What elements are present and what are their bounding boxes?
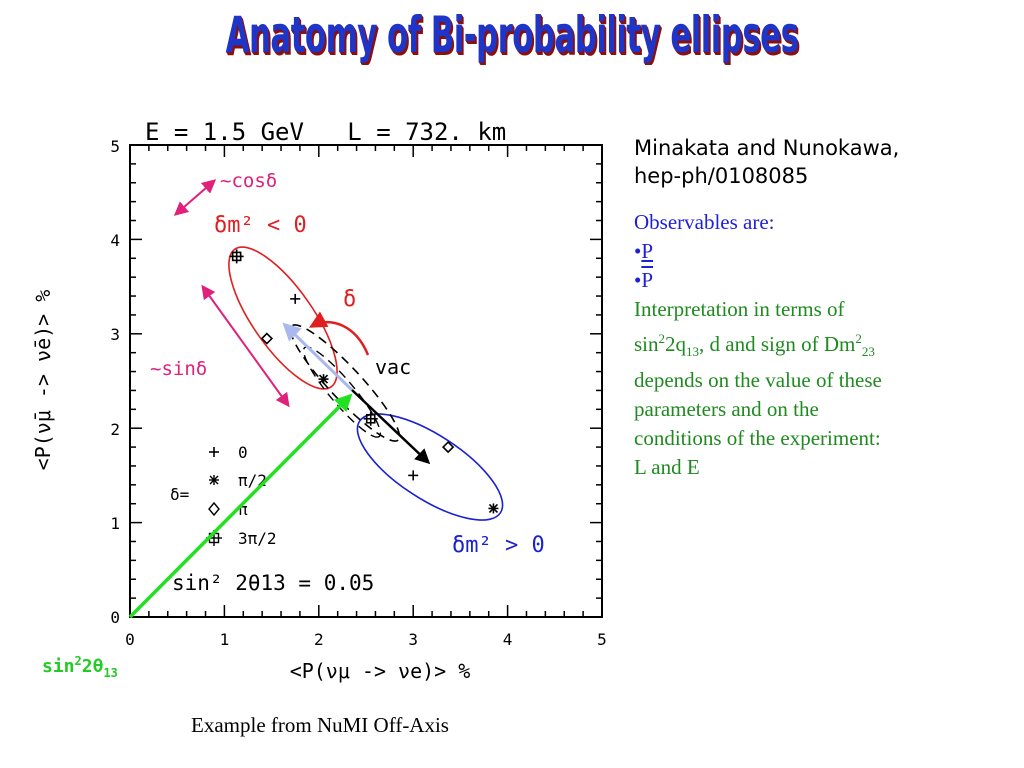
theta-label: sin22θ13	[42, 654, 118, 680]
legend-plus-icon	[209, 447, 219, 457]
bi-probability-plot: 0 1 2 3 4 5 0 1 2 3 4 5 E = 1.5 GeV L = …	[31, 118, 607, 683]
observables-heading: Observables are:	[634, 210, 775, 234]
observable-item: •P	[634, 268, 654, 292]
notes: Observables are: •P •P Interpretation in…	[634, 208, 1014, 482]
delta-curved-arrow	[308, 311, 370, 356]
pos-hierarchy-ellipse	[356, 413, 504, 521]
sin-delta-arrow	[201, 284, 290, 408]
cos-delta-label: ~cosδ	[220, 170, 277, 192]
legend: δ= 0 π/2 π 3π/2	[170, 443, 277, 548]
slide-title: Anatomy of Bi-probability ellipses	[225, 6, 799, 64]
data-point	[290, 293, 301, 304]
interpretation-line: sin22q13, d and sign of Dm223	[634, 331, 875, 360]
legend-entry: 3π/2	[238, 529, 277, 548]
y-axis-label: <P(ν̄μ -> ν̄e)> %	[31, 290, 55, 471]
mixing-label: sin² 2θ13 = 0.05	[172, 571, 374, 595]
citation: Minakata and Nunokawa, hep-ph/0108085	[634, 134, 1014, 190]
observable-item: •P	[634, 239, 654, 263]
data-point	[488, 503, 499, 514]
y-tick-label: 0	[110, 608, 120, 627]
legend-star-icon	[209, 475, 219, 485]
matter-shift-arrow-pos	[351, 389, 431, 465]
figure-caption: Example from NuMI Off-Axis	[191, 713, 449, 737]
interpretation-line: conditions of the experiment:	[634, 426, 881, 451]
citation-authors: Minakata and Nunokawa,	[634, 136, 900, 160]
x-tick-label: 1	[220, 630, 230, 649]
legend-prefix: δ=	[170, 485, 189, 504]
y-tick-label: 3	[110, 325, 120, 344]
data-point	[408, 470, 419, 481]
theta-arrow	[128, 393, 353, 619]
observable-p-bar: P	[641, 268, 654, 292]
legend-entry: 0	[238, 443, 248, 462]
observable-p: P	[641, 239, 654, 263]
interpretation-line: parameters and on the	[634, 397, 819, 422]
y-tick-label: 2	[110, 420, 120, 439]
neg-hierarchy-label: δm² < 0	[214, 213, 307, 238]
y-tick-label: 1	[110, 514, 120, 533]
plot-frame	[129, 144, 603, 618]
interpretation-line: L and E	[634, 455, 700, 480]
x-tick-label: 5	[597, 630, 607, 649]
plot-header: E = 1.5 GeV L = 732. km	[145, 118, 506, 146]
x-axis-label: <P(νμ -> νe)> %	[290, 659, 471, 683]
interpretation-line: Interpretation in terms of	[634, 297, 845, 321]
x-tick-label: 4	[503, 630, 513, 649]
sin-delta-label: ~sinδ	[150, 358, 207, 380]
citation-arxiv-id: hep-ph/0108085	[634, 164, 809, 188]
data-point	[441, 440, 455, 454]
legend-entry: π	[238, 500, 248, 519]
matter-shift-arrow-neg	[282, 322, 354, 392]
vacuum-label: vac	[375, 355, 411, 379]
y-tick-label: 4	[110, 231, 120, 250]
data-point	[363, 411, 378, 426]
x-tick-label: 0	[125, 630, 135, 649]
vacuum-ellipse	[289, 324, 401, 442]
y-tick-label: 5	[110, 137, 120, 156]
data-point	[318, 374, 329, 385]
legend-diamond-icon	[208, 501, 220, 517]
x-tick-label: 3	[408, 630, 418, 649]
delta-label: δ	[343, 287, 356, 312]
data-point	[229, 249, 244, 264]
vacuum-ellipse-inner	[302, 346, 382, 438]
cos-delta-arrow	[173, 179, 217, 216]
interpretation-line: depends on the value of these	[634, 368, 882, 393]
legend-entry: π/2	[238, 471, 267, 490]
x-tick-label: 2	[314, 630, 324, 649]
pos-hierarchy-label: δm² > 0	[452, 533, 545, 558]
axis-ticks	[129, 144, 603, 618]
